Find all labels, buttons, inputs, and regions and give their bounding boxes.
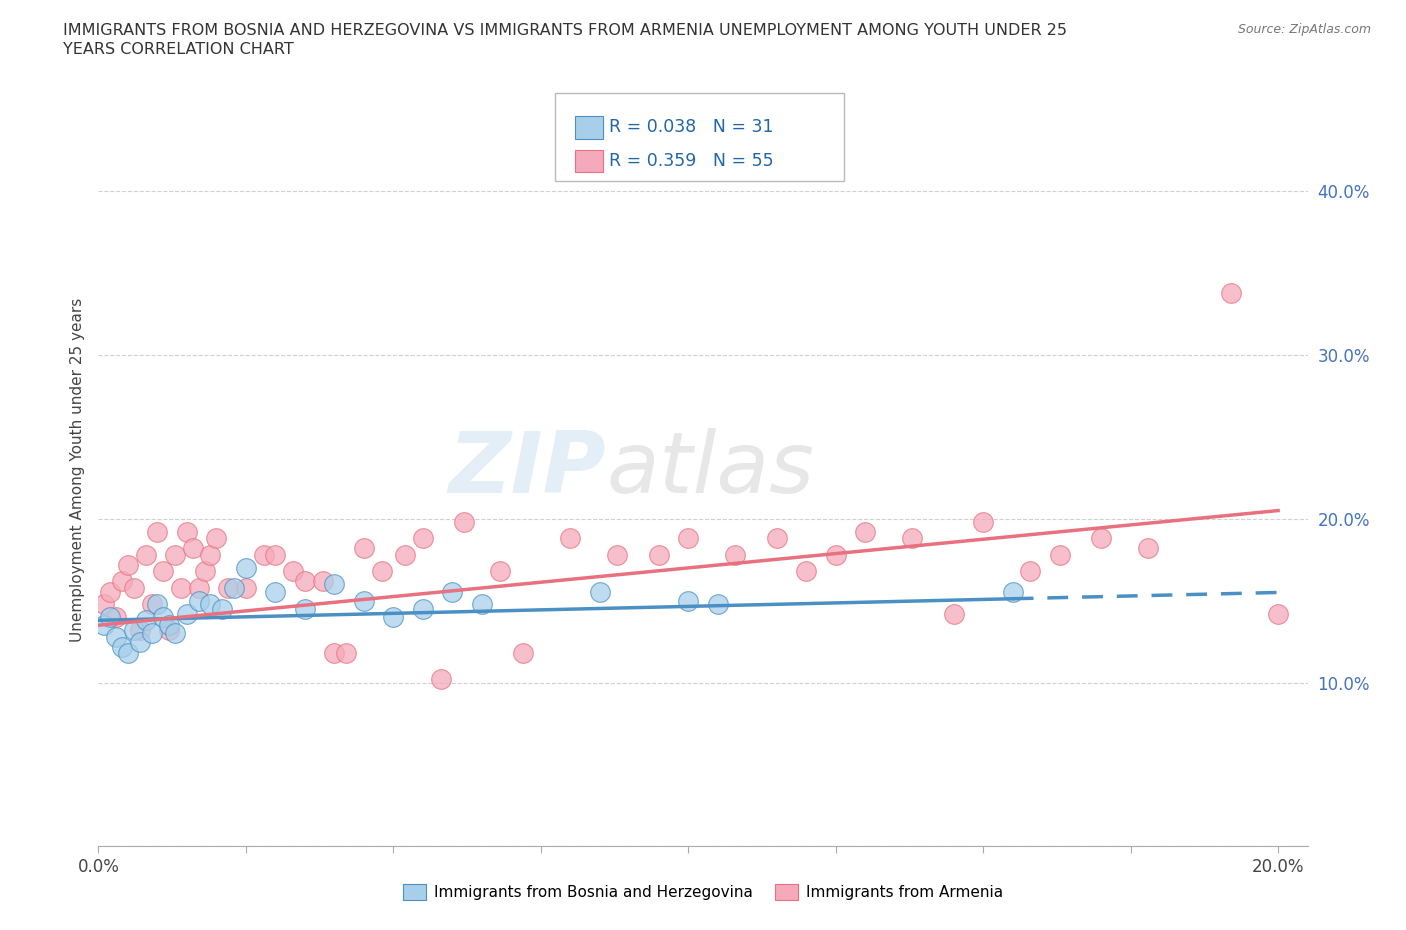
Point	[323, 645, 346, 660]
Point	[512, 645, 534, 660]
Point	[170, 580, 193, 595]
Point	[135, 613, 157, 628]
Text: Source: ZipAtlas.com: Source: ZipAtlas.com	[1237, 23, 1371, 36]
Point	[794, 564, 817, 578]
Point	[165, 626, 187, 641]
Point	[1090, 531, 1112, 546]
Legend: Immigrants from Bosnia and Herzegovina, Immigrants from Armenia: Immigrants from Bosnia and Herzegovina, …	[396, 878, 1010, 907]
Point	[678, 593, 700, 608]
Point	[706, 596, 728, 611]
Point	[382, 609, 405, 624]
Point	[187, 593, 209, 608]
Point	[111, 639, 134, 654]
Point	[176, 606, 198, 621]
Point	[165, 548, 187, 563]
Point	[724, 548, 747, 563]
Point	[1137, 541, 1160, 556]
Point	[323, 577, 346, 591]
Point	[264, 548, 287, 563]
Point	[1049, 548, 1071, 563]
Point	[335, 645, 357, 660]
Text: R = 0.038   N = 31: R = 0.038 N = 31	[609, 118, 773, 137]
Point	[429, 671, 451, 686]
Point	[252, 548, 274, 563]
Point	[648, 548, 671, 563]
Point	[235, 580, 257, 595]
Point	[765, 531, 787, 546]
Point	[606, 548, 628, 563]
Point	[370, 564, 392, 578]
Point	[93, 618, 115, 632]
Point	[453, 514, 475, 529]
Point	[1267, 606, 1289, 621]
Point	[105, 630, 128, 644]
Point	[93, 596, 115, 611]
Point	[589, 585, 612, 600]
Point	[311, 574, 333, 589]
Point	[194, 564, 217, 578]
Text: atlas: atlas	[606, 428, 814, 512]
Point	[222, 580, 245, 595]
Point	[105, 609, 128, 624]
Point	[146, 525, 169, 539]
Point	[122, 580, 145, 595]
Point	[1019, 564, 1042, 578]
Point	[176, 525, 198, 539]
Text: IMMIGRANTS FROM BOSNIA AND HERZEGOVINA VS IMMIGRANTS FROM ARMENIA UNEMPLOYMENT A: IMMIGRANTS FROM BOSNIA AND HERZEGOVINA V…	[63, 23, 1067, 38]
Point	[157, 623, 180, 638]
Point	[488, 564, 510, 578]
Point	[264, 585, 287, 600]
Point	[560, 531, 582, 546]
Point	[181, 541, 204, 556]
Point	[441, 585, 464, 600]
Point	[98, 585, 121, 600]
Point	[471, 596, 494, 611]
Point	[235, 561, 257, 576]
Point	[157, 618, 180, 632]
Point	[211, 602, 233, 617]
Point	[141, 626, 163, 641]
Point	[294, 602, 316, 617]
Point	[122, 623, 145, 638]
Point	[205, 531, 228, 546]
Point	[152, 564, 174, 578]
Point	[135, 548, 157, 563]
Text: YEARS CORRELATION CHART: YEARS CORRELATION CHART	[63, 42, 294, 57]
Point	[128, 623, 150, 638]
Text: ZIP: ZIP	[449, 428, 606, 512]
Point	[200, 548, 222, 563]
Point	[972, 514, 994, 529]
Point	[217, 580, 239, 595]
Point	[1219, 286, 1241, 300]
Y-axis label: Unemployment Among Youth under 25 years: Unemployment Among Youth under 25 years	[69, 298, 84, 642]
Point	[678, 531, 700, 546]
Point	[294, 574, 316, 589]
Point	[412, 531, 434, 546]
Point	[98, 609, 121, 624]
Point	[128, 634, 150, 649]
Point	[394, 548, 416, 563]
Point	[942, 606, 965, 621]
Point	[146, 596, 169, 611]
Point	[187, 580, 209, 595]
Point	[1001, 585, 1024, 600]
Point	[353, 541, 375, 556]
Point	[824, 548, 846, 563]
Text: R = 0.359   N = 55: R = 0.359 N = 55	[609, 152, 773, 170]
Point	[353, 593, 375, 608]
Point	[117, 645, 139, 660]
Point	[412, 602, 434, 617]
Point	[200, 596, 222, 611]
Point	[853, 525, 876, 539]
Point	[152, 609, 174, 624]
Point	[281, 564, 304, 578]
Point	[141, 596, 163, 611]
Point	[111, 574, 134, 589]
Point	[117, 557, 139, 572]
Point	[901, 531, 924, 546]
